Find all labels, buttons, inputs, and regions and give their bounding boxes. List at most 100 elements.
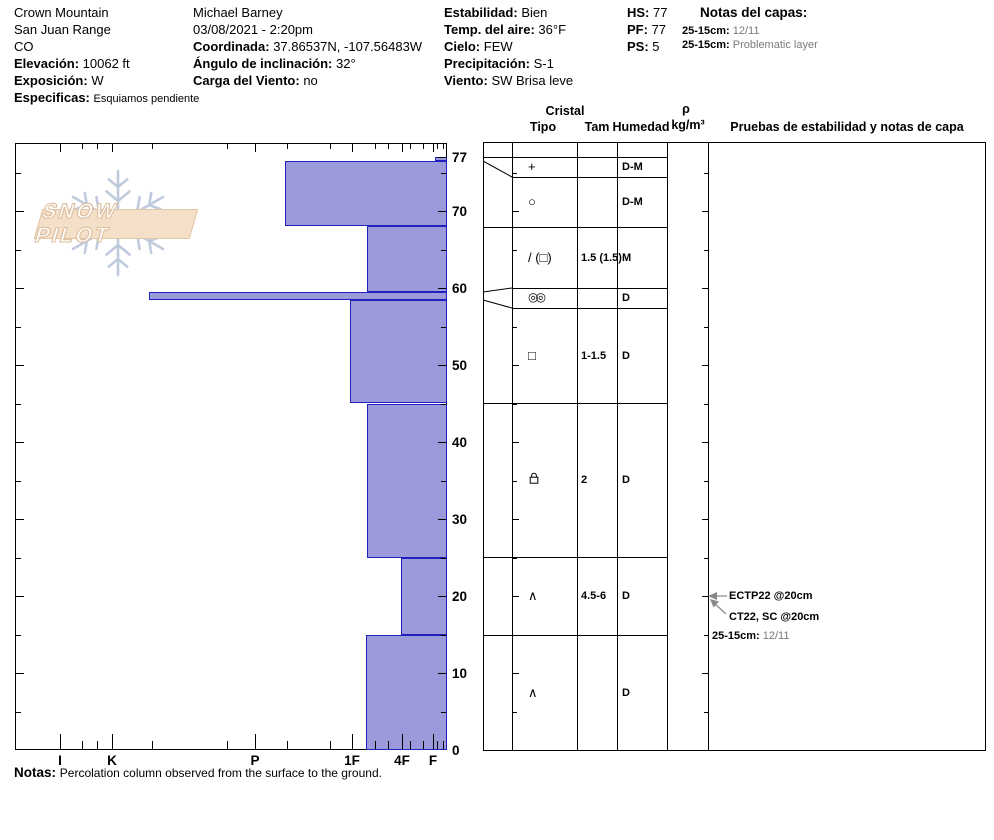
table-row-line [483,557,667,558]
depth-axis-label: 77 [452,150,468,166]
table-row-line [483,227,667,228]
crystal-type-cell: ∧ [528,588,538,603]
header-line: HS: 77 [627,4,667,21]
header-line: Coordinada: 37.86537N, -107.56483W [193,38,422,55]
table-depth-tick [513,326,517,328]
annotation-label: 25-15cm: [712,630,760,642]
header-field-value: Bien [521,5,548,20]
table-depth-tick [702,673,708,674]
layer-note-item: 25-15cm: 12/11 [682,24,759,38]
table-depth-tick [702,211,708,212]
header-field-label: Coordinada: [193,39,270,54]
hardness-major-tick-top [352,144,353,152]
table-depth-tick [513,557,517,559]
hardness-minor-tick-bottom [82,741,83,749]
header-line: Elevación: 10062 ft [14,55,130,72]
table-vertical-line [985,142,986,750]
depth-axis-label: 10 [452,666,468,681]
table-vertical-line [617,142,618,750]
header-field-label: Temp. del aire: [444,22,535,37]
header-line: Temp. del aire: 36°F [444,21,566,38]
header-field-label: Carga del Viento: [193,73,300,88]
depth-tick-left [16,365,24,366]
hardness-minor-tick-bottom [423,741,424,749]
depth-axis-label: 30 [452,512,468,527]
crystal-type-cell: ∧ [528,684,538,700]
moisture-cell: D [622,590,630,602]
header-field-value: Esquiamos pendiente [93,93,200,105]
ct-arrow-line [713,602,727,615]
crystal-type-cell: □ [528,347,536,363]
depth-tick-right [441,403,446,405]
annotation-value: 12/11 [759,630,790,642]
hardness-major-tick-top [433,144,434,152]
table-depth-tick [513,673,519,674]
depth-tick-left [16,711,21,713]
stability-test-annotation: ECTP22 @20cm [729,590,813,602]
table-row-line [512,308,667,309]
header-line: San Juan Range [14,21,111,38]
depth-axis-label: 40 [452,435,468,450]
table-depth-tick [704,557,708,559]
hardness-major-tick-bottom [433,734,434,749]
hardness-minor-tick-bottom [330,741,331,749]
depth-tick-right [441,557,446,559]
table-vertical-line [577,142,578,750]
header-field-value: 77 [653,5,668,20]
hardness-axis-label: 4F [394,753,410,768]
depth-axis-label: 20 [452,589,468,604]
depth-tick-left [16,596,24,597]
table-depth-tick [513,288,519,289]
pit-notes-label: Notas: [14,765,57,780]
hardness-bar-layer-76.5-68 [285,160,447,227]
header-field-value: Crown Mountain [14,5,109,20]
table-depth-tick [704,249,708,251]
header-line: Cielo: FEW [444,38,513,55]
table-depth-tick [513,403,517,405]
depth-tick-right [438,157,446,159]
moisture-cell: D [622,474,630,486]
table-depth-tick [702,596,708,597]
table-depth-tick [513,172,517,174]
depth-tick-left [16,249,21,251]
header-field-value: 37.86537N, -107.56483W [273,39,423,54]
hardness-major-tick-top [60,144,61,152]
table-depth-tick [513,519,519,520]
table-vertical-line [708,142,709,750]
col-header-tipo: Tipo [529,120,557,134]
depth-tick-left [16,403,21,405]
row-leader-line [482,287,513,293]
moisture-cell: D [622,686,630,699]
header-line: Precipitación: S-1 [444,55,554,72]
header-field-label: Viento: [444,73,488,88]
table-depth-tick [702,519,708,520]
header-field-label: PF: [627,22,648,37]
depth-tick-left [16,557,21,559]
header-field-label: Especificas: [14,90,90,105]
hardness-minor-tick-top [423,144,424,149]
header-field-value: 77 [651,22,667,37]
header-field-value: 03/08/2021 - 2:20pm [193,22,313,37]
hardness-minor-tick-bottom [97,741,98,749]
table-vertical-line [512,142,513,750]
header-field-value: San Juan Range [14,22,111,37]
hardness-bar-layer-15-0 [366,634,447,750]
header-line: PS: 5 [627,38,660,55]
hardness-bar-layer-68-59.5 [367,226,447,292]
depth-tick-right [441,172,446,174]
hardness-axis-label: P [250,753,260,768]
moisture-cell: D [622,292,630,304]
hardness-bar-layer-58.5-45 [350,299,447,404]
header-field-label: PS: [627,39,649,54]
hardness-minor-tick-top [97,144,98,149]
table-depth-tick [704,172,708,174]
header-field-value: no [303,73,318,88]
hardness-minor-tick-bottom [388,741,389,749]
header-line: Ángulo de inclinación: 32° [193,55,356,72]
depth-tick-left [16,673,24,674]
col-header-cristal: Cristal [545,104,585,118]
header-line: Estabilidad: Bien [444,4,547,21]
depth-tick-right [441,711,446,713]
depth-tick-right [441,326,446,328]
